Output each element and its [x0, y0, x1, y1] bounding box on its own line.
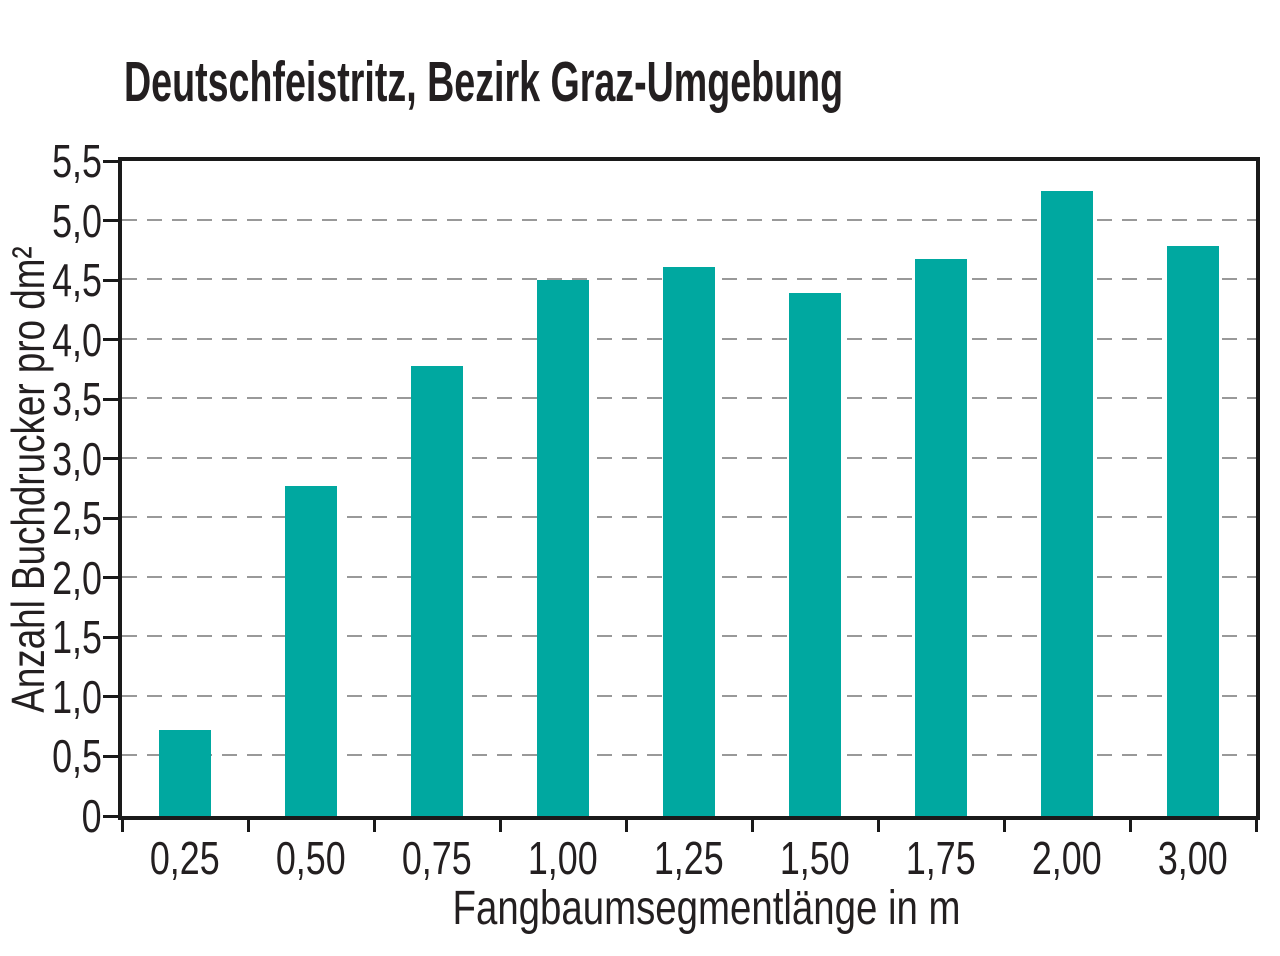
bars-layer: [122, 161, 1256, 816]
x-tick-label: 2,00: [997, 832, 1137, 884]
x-tick-mark: [1002, 819, 1006, 832]
bar: [915, 258, 967, 816]
x-tick-label: 0,25: [115, 832, 255, 884]
x-tick-mark: [1254, 819, 1258, 832]
x-tick-label: 0,75: [367, 832, 507, 884]
x-tick-label: 1,00: [493, 832, 633, 884]
y-tick-label: 2,0: [14, 552, 102, 604]
x-axis-title: Fangbaumsegmentlänge in m: [389, 882, 989, 936]
x-tick-label: 0,50: [241, 832, 381, 884]
chart-title: Deutschfeistritz, Bezirk Graz-Umgebung: [124, 50, 844, 114]
x-tick-mark: [372, 819, 376, 832]
y-tick-mark: [103, 159, 118, 163]
y-tick-label: 5,5: [14, 135, 102, 187]
y-tick-label: 0,5: [14, 730, 102, 782]
y-tick-label: 1,5: [14, 611, 102, 663]
bar: [663, 267, 715, 816]
y-tick-mark: [103, 516, 118, 520]
y-tick-label-text: 1,5: [52, 611, 102, 664]
y-tick-label-text: 3,5: [52, 373, 102, 426]
bar: [159, 730, 211, 816]
bar: [1041, 190, 1093, 816]
y-tick-label-text: 5,5: [52, 135, 102, 187]
y-tick-label: 4,0: [14, 314, 102, 366]
y-tick-label: 0: [14, 790, 102, 842]
y-tick-label: 3,0: [14, 433, 102, 485]
bar: [789, 293, 841, 816]
y-tick-label-text: 1,0: [52, 670, 102, 723]
y-tick-label-text: 5,0: [52, 194, 102, 247]
y-tick-mark: [103, 457, 118, 461]
x-tick-label: 1,50: [745, 832, 885, 884]
gridline: [122, 218, 1256, 221]
y-tick-label-text: 2,5: [52, 492, 102, 545]
x-tick-mark: [1128, 819, 1132, 832]
y-tick-mark: [103, 397, 118, 401]
x-tick-label-text: 1,25: [654, 832, 724, 884]
x-tick-mark: [246, 819, 250, 832]
y-tick-mark: [103, 278, 118, 282]
y-tick-label-text: 3,0: [52, 432, 102, 485]
y-tick-label-text: 2,0: [52, 551, 102, 604]
y-tick-label: 5,0: [14, 195, 102, 247]
x-tick-label-text: 1,00: [528, 832, 598, 884]
x-tick-label: 1,75: [871, 832, 1011, 884]
x-tick-label-text: 0,50: [276, 832, 346, 884]
bar: [285, 486, 337, 816]
y-tick-mark: [103, 814, 118, 818]
x-tick-label: 3,00: [1123, 832, 1263, 884]
y-tick-label: 3,5: [14, 373, 102, 425]
x-tick-label-text: 1,50: [780, 832, 850, 884]
y-tick-label: 2,5: [14, 492, 102, 544]
y-tick-mark: [103, 754, 118, 758]
plot-area: [118, 157, 1260, 820]
x-tick-mark: [876, 819, 880, 832]
y-tick-label-text: 4,0: [52, 313, 102, 366]
y-tick-mark: [103, 635, 118, 639]
x-tick-mark: [120, 819, 124, 832]
x-tick-label-text: 1,75: [906, 832, 976, 884]
x-tick-label-text: 2,00: [1032, 832, 1102, 884]
bar: [1167, 245, 1219, 816]
bar: [537, 280, 589, 816]
y-tick-mark: [103, 338, 118, 342]
y-tick-mark: [103, 695, 118, 699]
y-tick-label-text: 0: [82, 790, 102, 842]
x-tick-label-text: 0,75: [402, 832, 472, 884]
y-tick-label: 4,5: [14, 254, 102, 306]
x-tick-label-text: 0,25: [150, 832, 220, 884]
y-tick-mark: [103, 576, 118, 580]
y-tick-label-text: 4,5: [52, 254, 102, 307]
y-tick-label-text: 0,5: [52, 730, 102, 783]
x-tick-mark: [624, 819, 628, 832]
x-tick-mark: [750, 819, 754, 832]
bar: [411, 365, 463, 816]
x-tick-label: 1,25: [619, 832, 759, 884]
x-tick-label-text: 3,00: [1158, 832, 1228, 884]
x-tick-mark: [498, 819, 502, 832]
x-axis-title-text: Fangbaumsegmentlänge in m: [452, 882, 961, 935]
y-tick-label: 1,0: [14, 671, 102, 723]
y-tick-mark: [103, 219, 118, 223]
